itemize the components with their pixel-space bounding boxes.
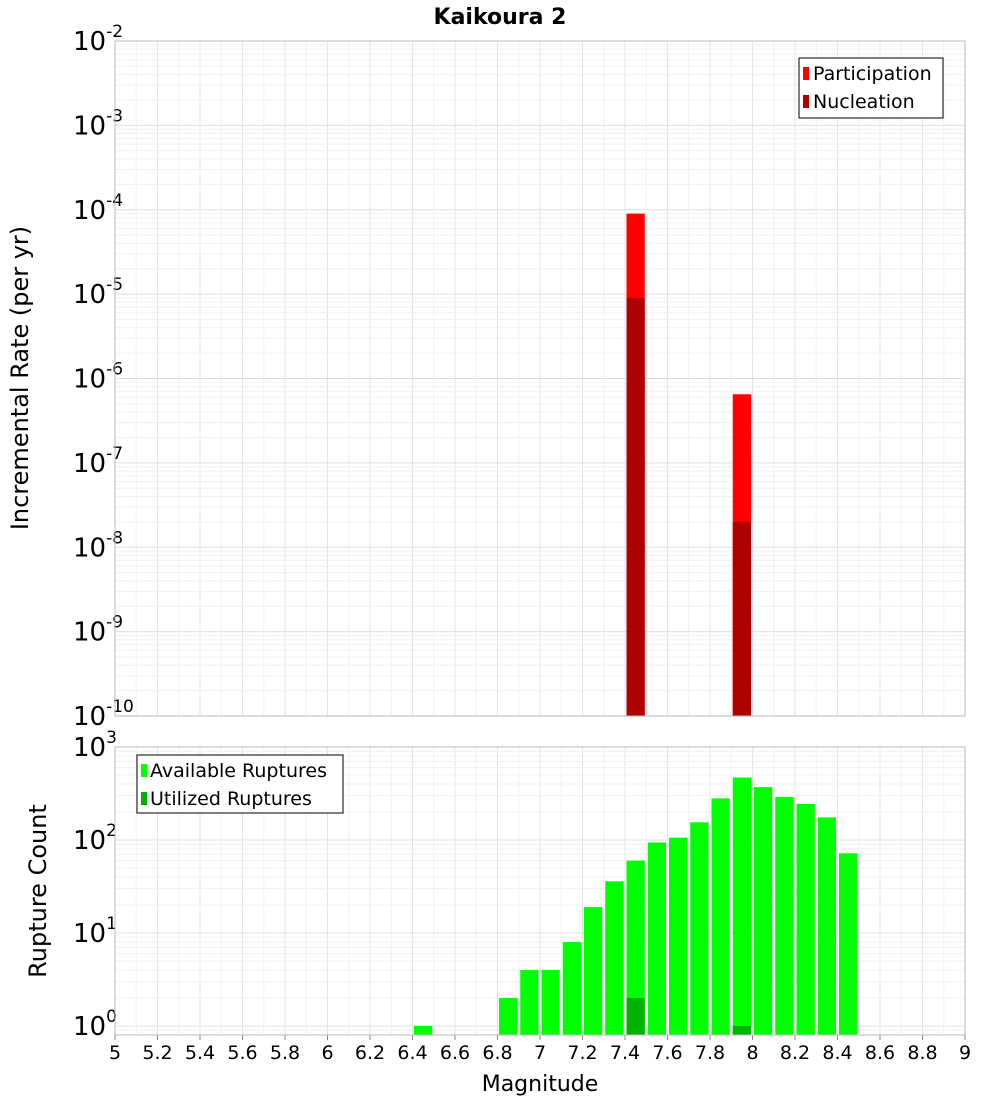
count-bars [414, 777, 858, 1035]
rate-bars [626, 213, 751, 717]
legend-swatch-available [141, 764, 147, 777]
legend-label-participation: Participation [813, 63, 932, 85]
x-tick-label: 7 [534, 1042, 546, 1064]
x-tick-label: 5.6 [227, 1042, 257, 1064]
legend-swatch-participation [803, 67, 809, 80]
count-y-tick-label: 101 [73, 914, 117, 949]
available-bar [796, 803, 815, 1035]
utilized-bar [626, 997, 645, 1035]
x-tick-label: 6.2 [355, 1042, 385, 1064]
x-tick-label: 5 [109, 1042, 121, 1064]
count-legend: Available Ruptures Utilized Ruptures [136, 754, 344, 814]
legend-swatch-utilized [141, 792, 147, 805]
available-bar [499, 997, 518, 1035]
x-tick-label: 5.8 [270, 1042, 300, 1064]
x-axis-label: Magnitude [482, 1072, 599, 1097]
x-tick-label: 7.2 [567, 1042, 597, 1064]
rate-legend-box [798, 57, 944, 119]
available-bar [690, 822, 709, 1035]
available-bar [669, 837, 688, 1035]
x-tick-label: 8.2 [780, 1042, 810, 1064]
count-plot-border [114, 746, 966, 1036]
rate-y-tick-label: 10-4 [73, 191, 123, 226]
legend-swatch-nucleation [803, 95, 809, 108]
x-tick-label: 7.4 [610, 1042, 640, 1064]
available-bar [711, 798, 730, 1035]
utilized-bar [732, 1025, 751, 1035]
available-bar [562, 942, 581, 1035]
count-panel: 100 101 102 103 5 5.2 5.4 5.6 5.8 6 6.2 6.4 6.6 6.8 7… [24, 728, 971, 1097]
available-bar [817, 817, 836, 1035]
rate-plot-border [114, 40, 966, 717]
x-tick-label: 7.8 [695, 1042, 725, 1064]
x-tick-label: 8.8 [907, 1042, 937, 1064]
available-bar [775, 796, 794, 1035]
count-y-tick-label: 100 [73, 1007, 117, 1042]
nucleation-bar [732, 521, 751, 716]
count-legend-box [136, 754, 344, 814]
rate-y-tick-label: 10-2 [73, 22, 123, 57]
x-tick-label: 5.4 [185, 1042, 215, 1064]
rate-gridlines [114, 40, 966, 717]
available-bar [647, 842, 666, 1035]
available-bar [541, 969, 560, 1035]
x-tick-label: 8.4 [822, 1042, 852, 1064]
x-tick-label: 5.2 [142, 1042, 172, 1064]
count-y-tick-label: 103 [73, 728, 117, 763]
x-tick-label: 6.6 [440, 1042, 470, 1064]
x-tick-label: 8.6 [865, 1042, 895, 1064]
x-tick-label: 8 [746, 1042, 758, 1064]
x-tick-label: 6.4 [397, 1042, 427, 1064]
x-tick-label: 9 [959, 1042, 971, 1064]
x-tick-label: 7.6 [652, 1042, 682, 1064]
legend-label-utilized: Utilized Ruptures [150, 788, 312, 810]
legend-label-available: Available Ruptures [150, 760, 327, 782]
rate-legend: Participation Nucleation [798, 57, 944, 119]
available-bar [754, 787, 773, 1035]
count-y-ticks: 100 101 102 103 [73, 728, 117, 1042]
count-y-axis-label: Rupture Count [24, 804, 52, 978]
chart-title: Kaikoura 2 [434, 5, 567, 30]
available-bar [626, 860, 645, 1035]
available-bar [414, 1025, 433, 1035]
x-tick-label: 6.8 [482, 1042, 512, 1064]
available-bar [839, 853, 858, 1035]
available-bar [605, 881, 624, 1035]
legend-label-nucleation: Nucleation [813, 91, 915, 113]
nucleation-bar [626, 297, 645, 716]
available-bar [520, 969, 539, 1035]
available-bar [732, 777, 751, 1035]
rate-y-tick-label: 10-10 [73, 697, 134, 732]
x-tick-label: 6 [321, 1042, 333, 1064]
available-bar [584, 907, 603, 1035]
rate-y-axis-label: Incremental Rate (per yr) [6, 226, 34, 530]
x-ticks: 5 5.2 5.4 5.6 5.8 6 6.2 6.4 6.6 6.8 7 7.2 7.4 7.6 7.8 8… [109, 1035, 971, 1064]
count-y-tick-label: 102 [73, 821, 117, 856]
